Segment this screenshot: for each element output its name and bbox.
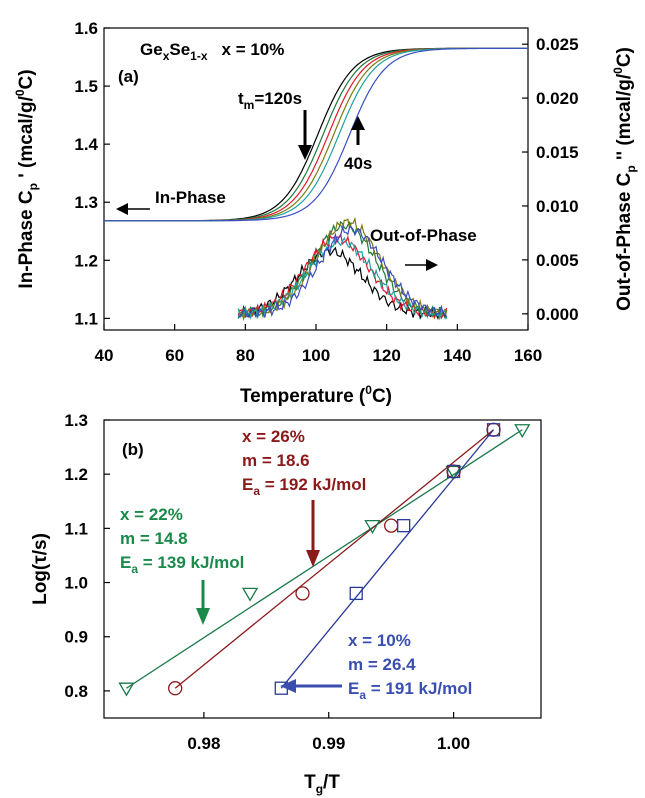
annotation-tm: tm=120s bbox=[238, 89, 302, 112]
arrow-x22 bbox=[196, 580, 210, 625]
panel-a-y2-label: Out-of-Phase Cp '' (mcal/g/0C) bbox=[611, 47, 638, 311]
a-y-tick-label: 1.6 bbox=[74, 19, 98, 38]
label-x26-m: m = 18.6 bbox=[242, 451, 310, 470]
out-of-phase-curve bbox=[237, 246, 447, 320]
b-y-tick-label: 0.9 bbox=[64, 628, 88, 647]
triangle-marker bbox=[514, 424, 531, 439]
arrow-x26 bbox=[306, 500, 320, 567]
label-x22-x: x = 22% bbox=[120, 505, 183, 524]
arrow-right-out-of-phase bbox=[405, 259, 438, 271]
panel-a-y-label: In-Phase Cp ' (mcal/g/0C) bbox=[13, 69, 40, 288]
annotation-out-of-phase: Out-of-Phase bbox=[370, 226, 477, 245]
b-x-tick-label: 0.99 bbox=[312, 734, 345, 753]
triangle-marker bbox=[241, 587, 259, 602]
a-x-tick-label: 120 bbox=[372, 346, 400, 365]
square-marker bbox=[397, 519, 411, 533]
triangle-marker bbox=[118, 682, 135, 697]
square-marker bbox=[446, 464, 461, 479]
arrow-down-120s bbox=[298, 110, 312, 160]
a-x-tick-label: 100 bbox=[302, 346, 330, 365]
label-x10-m: m = 26.4 bbox=[348, 655, 416, 674]
a-y2-tick-label: 0.015 bbox=[536, 143, 579, 162]
square-marker bbox=[486, 423, 501, 437]
b-y-tick-label: 0.8 bbox=[64, 682, 88, 701]
panel-b-label: (b) bbox=[122, 440, 144, 459]
panel-a-y2-ticks: 0.000 0.005 0.010 0.015 0.020 0.025 bbox=[522, 35, 579, 324]
arrow-up-40s bbox=[351, 116, 365, 145]
panel-a-title: GexSe1-x x = 10% bbox=[140, 40, 284, 63]
panel-a: 40 60 80 100 120 140 160 1.1 1.2 1.3 1.4 1.5 1.6 0.… bbox=[13, 19, 638, 407]
b-x-tick-label: 0.98 bbox=[187, 734, 220, 753]
label-x26-x: x = 26% bbox=[242, 427, 305, 446]
b-x-tick-label: 1.00 bbox=[437, 734, 470, 753]
square-marker bbox=[349, 586, 363, 601]
a-y2-tick-label: 0.005 bbox=[536, 251, 579, 270]
arrow-left-in-phase bbox=[116, 203, 150, 215]
panel-b-x-label: Tg/T bbox=[304, 772, 340, 796]
label-x26: x = 26% m = 18.6 Ea = 192 kJ/mol bbox=[242, 427, 366, 498]
a-x-tick-label: 140 bbox=[443, 346, 471, 365]
fit-line bbox=[280, 429, 495, 689]
a-y-tick-label: 1.1 bbox=[74, 309, 98, 328]
panel-b-y-ticks: 0.8 0.9 1.0 1.1 1.2 1.3 bbox=[64, 411, 110, 701]
b-y-tick-label: 1.3 bbox=[64, 411, 88, 430]
label-x10-x: x = 10% bbox=[348, 631, 411, 650]
a-y-tick-label: 1.4 bbox=[74, 135, 98, 154]
label-x22-m: m = 14.8 bbox=[120, 529, 188, 548]
label-x10-ea: Ea = 191 kJ/mol bbox=[348, 679, 472, 702]
panel-a-frame bbox=[103, 27, 529, 331]
label-x22-ea: Ea = 139 kJ/mol bbox=[120, 553, 244, 576]
annotation-in-phase: In-Phase bbox=[155, 188, 226, 207]
a-y-tick-label: 1.2 bbox=[74, 251, 98, 270]
a-x-tick-label: 80 bbox=[236, 346, 255, 365]
annotation-40s: 40s bbox=[344, 154, 372, 173]
panel-a-y-ticks: 1.1 1.2 1.3 1.4 1.5 1.6 bbox=[74, 19, 110, 328]
triangle-marker bbox=[445, 465, 462, 480]
a-y-tick-label: 1.5 bbox=[74, 77, 98, 96]
label-x22: x = 22% m = 14.8 Ea = 139 kJ/mol bbox=[120, 505, 244, 576]
label-x10: x = 10% m = 26.4 Ea = 191 kJ/mol bbox=[348, 631, 472, 702]
a-y2-tick-label: 0.010 bbox=[536, 197, 579, 216]
panel-a-x-label: Temperature (0C) bbox=[240, 383, 392, 407]
a-x-tick-label: 60 bbox=[165, 346, 184, 365]
b-y-tick-label: 1.0 bbox=[64, 574, 88, 593]
out-of-phase-curve bbox=[237, 225, 448, 319]
out-of-phase-curve bbox=[237, 236, 448, 321]
a-x-tick-label: 40 bbox=[95, 346, 114, 365]
b-y-tick-label: 1.2 bbox=[64, 465, 88, 484]
b-y-tick-label: 1.1 bbox=[64, 519, 88, 538]
a-y2-tick-label: 0.025 bbox=[536, 35, 579, 54]
panel-b-y-label: Log(τ/s) bbox=[30, 533, 51, 605]
triangle-marker bbox=[364, 520, 381, 534]
fit-line bbox=[174, 429, 494, 689]
a-y-tick-label: 1.3 bbox=[74, 193, 98, 212]
circle-marker bbox=[168, 681, 183, 696]
label-x26-ea: Ea = 192 kJ/mol bbox=[242, 475, 366, 498]
circle-marker bbox=[295, 586, 310, 601]
panel-b: 0.98 0.99 1.00 0.8 0.9 1.0 1.1 1.2 1.3 (b) x = … bbox=[30, 411, 542, 796]
panel-a-x-ticks: 40 60 80 100 120 140 160 bbox=[95, 324, 542, 365]
panel-b-x-ticks: 0.98 0.99 1.00 bbox=[187, 712, 470, 753]
a-y2-tick-label: 0.020 bbox=[536, 89, 579, 108]
a-y2-tick-label: 0.000 bbox=[536, 305, 579, 324]
panel-a-series bbox=[104, 47, 528, 322]
panel-a-label: (a) bbox=[118, 67, 139, 86]
arrow-x10 bbox=[280, 679, 342, 693]
panel-b-frame bbox=[103, 419, 542, 719]
a-x-tick-label: 160 bbox=[514, 346, 542, 365]
circle-marker bbox=[384, 518, 399, 533]
in-phase-curve bbox=[104, 47, 528, 222]
